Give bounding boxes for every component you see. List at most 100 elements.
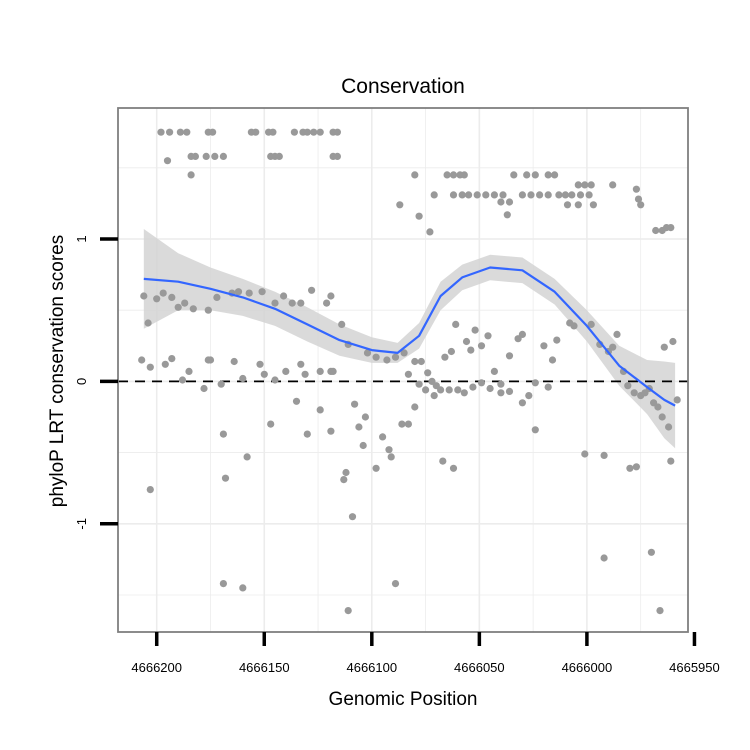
data-point (243, 453, 251, 461)
data-point (338, 320, 346, 328)
data-point (176, 128, 184, 136)
data-point (600, 451, 608, 459)
data-point (505, 387, 514, 395)
data-point (505, 352, 514, 360)
data-point (589, 201, 598, 209)
data-point (587, 181, 595, 189)
data-point (544, 171, 552, 179)
data-point (387, 453, 395, 461)
data-point (187, 171, 195, 179)
data-point (363, 349, 372, 357)
data-point (544, 383, 552, 391)
data-point (600, 554, 608, 562)
data-point (548, 356, 557, 364)
data-point (301, 370, 309, 378)
x-axis-label: Genomic Position (329, 689, 478, 710)
data-point (342, 468, 350, 477)
data-point (189, 305, 197, 313)
data-point (415, 212, 423, 220)
x-tick-label: 4666000 (562, 660, 613, 675)
data-point (609, 343, 617, 351)
data-point (206, 356, 215, 364)
data-point (652, 226, 660, 235)
data-point (245, 289, 253, 297)
data-point (531, 171, 539, 179)
data-point (430, 191, 438, 199)
data-point (200, 384, 208, 393)
data-point (219, 430, 227, 438)
data-point (609, 181, 617, 189)
data-point (316, 367, 324, 375)
data-point (523, 171, 531, 179)
data-point (540, 342, 548, 350)
x-tick-label: 4665950 (669, 660, 720, 675)
data-point (290, 128, 298, 136)
data-point (163, 157, 172, 165)
data-points-layer (138, 128, 681, 615)
data-point (624, 382, 632, 390)
data-point (555, 191, 563, 199)
data-point (361, 413, 369, 421)
data-point (329, 367, 337, 375)
data-point (531, 379, 539, 387)
data-point (469, 383, 477, 391)
data-point (658, 413, 666, 421)
data-point (551, 171, 559, 179)
data-point (471, 326, 479, 334)
data-point (239, 584, 247, 592)
data-point (333, 128, 341, 136)
data-point (138, 356, 146, 364)
data-point (166, 128, 174, 136)
data-point (527, 191, 535, 199)
data-point (467, 346, 475, 354)
data-point (308, 286, 316, 294)
data-point (626, 464, 634, 472)
data-point (372, 353, 380, 361)
data-point (613, 330, 621, 338)
data-point (391, 353, 400, 361)
data-point (157, 128, 165, 136)
data-point (445, 386, 453, 394)
data-point (465, 191, 473, 199)
data-point (673, 396, 681, 404)
data-point (570, 322, 578, 330)
data-point (280, 292, 288, 300)
data-point (443, 171, 451, 179)
panel-border (117, 107, 689, 633)
y-tick-label: 0 (74, 378, 89, 385)
data-point (449, 464, 458, 472)
data-point (437, 386, 445, 394)
data-point (449, 191, 458, 199)
data-point (417, 357, 425, 366)
data-point (271, 299, 279, 307)
data-point (398, 420, 406, 428)
data-point (669, 337, 677, 346)
data-point (396, 201, 404, 209)
data-point (439, 457, 447, 465)
data-point (217, 380, 225, 388)
data-point (288, 299, 296, 307)
data-point (665, 423, 673, 431)
data-point (458, 191, 466, 199)
data-point (574, 201, 582, 209)
data-point (447, 347, 455, 356)
data-point (297, 360, 305, 368)
smooth-line-layer (143, 266, 676, 407)
chart-title: Conservation (341, 75, 465, 98)
data-point (553, 336, 561, 344)
data-point (209, 128, 217, 136)
smooth-fit-line (143, 266, 676, 407)
x-tick-label: 4666050 (454, 660, 505, 675)
data-point (202, 152, 210, 160)
data-point (282, 367, 290, 375)
x-tick-label: 4666150 (239, 660, 290, 675)
data-point (424, 369, 432, 377)
data-point (581, 450, 589, 458)
data-point (510, 171, 518, 179)
data-point (146, 363, 154, 371)
data-point (383, 356, 391, 364)
data-point (585, 191, 593, 199)
data-point (161, 360, 169, 368)
data-point (422, 386, 430, 394)
data-point (267, 420, 275, 428)
